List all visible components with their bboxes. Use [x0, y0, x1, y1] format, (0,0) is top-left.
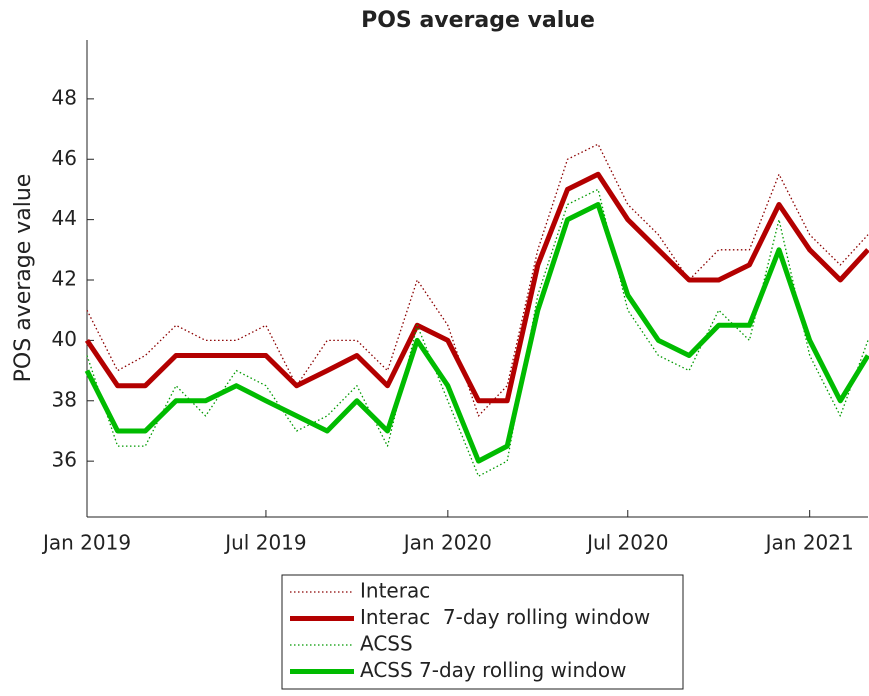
legend-label: ACSS 7-day rolling window — [360, 658, 626, 682]
legend-label: Interac 7-day rolling window — [360, 605, 650, 629]
series-line — [84, 171, 869, 404]
y-tick-label: 40 — [52, 327, 77, 351]
x-tick-label: Jul 2020 — [585, 531, 668, 555]
series-line — [86, 143, 869, 417]
x-tick-label: Jan 2021 — [764, 531, 854, 555]
x-tick-label: Jul 2019 — [223, 531, 306, 555]
chart-title: POS average value — [361, 8, 595, 33]
y-axis-label: POS average value — [11, 174, 36, 383]
y-tick-label: 44 — [52, 206, 77, 230]
y-tick-label: 38 — [52, 387, 77, 411]
legend-label: Interac — [360, 579, 430, 603]
y-tick-label: 46 — [52, 146, 77, 170]
series-line — [84, 202, 869, 464]
x-tick-label: Jan 2019 — [41, 531, 131, 555]
legend-label: ACSS — [360, 632, 413, 656]
y-tick-label: 36 — [52, 448, 77, 472]
x-tick-label: Jan 2020 — [402, 531, 492, 555]
y-tick-label: 42 — [52, 267, 77, 291]
y-tick-label: 48 — [52, 85, 77, 109]
